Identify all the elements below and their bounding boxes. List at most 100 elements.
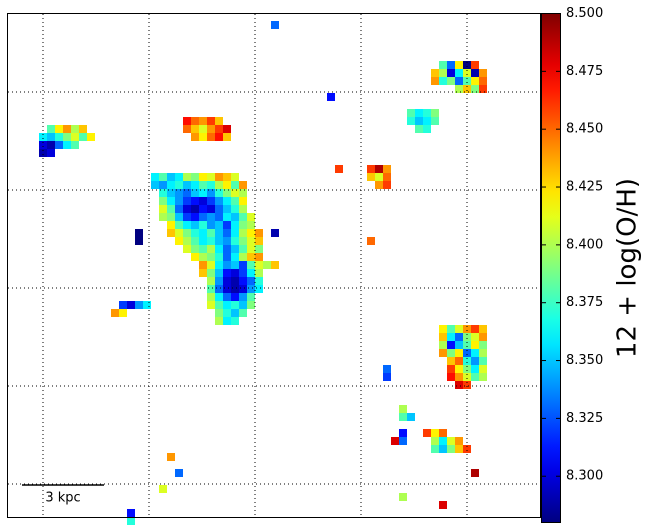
pixel [215,213,223,221]
pixel [431,437,439,445]
pixel [199,181,207,189]
pixel [239,253,247,261]
pixel [191,221,199,229]
pixel [207,237,215,245]
pixel [239,229,247,237]
pixel [455,341,463,349]
pixel [247,237,255,245]
pixel [247,221,255,229]
pixel [63,133,71,141]
pixel [439,445,447,453]
pixel [239,197,247,205]
pixel [239,189,247,197]
pixel [55,133,63,141]
pixel [191,237,199,245]
pixel [207,285,215,293]
grid [8,14,540,517]
pixel [231,253,239,261]
pixel [47,125,55,133]
pixel [439,333,447,341]
pixel [455,77,463,85]
pixel [175,237,183,245]
pixel [439,501,447,509]
pixel [191,229,199,237]
pixel [207,261,215,269]
pixel [223,317,231,325]
pixel [175,205,183,213]
colorbar-tick-label: 8.325 [566,411,603,426]
pixel [215,309,223,317]
pixel [247,261,255,269]
pixel [239,245,247,253]
pixel [375,165,383,173]
pixel [47,133,55,141]
pixel [399,413,407,421]
pixel [207,301,215,309]
pixel [223,237,231,245]
pixel [223,261,231,269]
pixel [271,21,279,29]
pixel [135,229,143,237]
pixel [455,69,463,77]
pixel [479,365,487,373]
pixel [255,245,263,253]
pixel [207,181,215,189]
pixel [215,261,223,269]
pixel [479,85,487,93]
pixel [199,205,207,213]
pixel [223,277,231,285]
pixel [167,229,175,237]
pixel [175,197,183,205]
pixel [167,181,175,189]
pixel [255,261,263,269]
pixel [479,77,487,85]
pixel [447,341,455,349]
pixel [471,341,479,349]
pixel [463,365,471,373]
pixel [471,69,479,77]
pixel [215,277,223,285]
pixel [239,309,247,317]
pixel [247,213,255,221]
pixel [479,325,487,333]
pixel [439,429,447,437]
pixel [399,429,407,437]
pixel [247,285,255,293]
pixel [167,189,175,197]
pixel [159,197,167,205]
pixel [39,133,47,141]
pixel [135,237,143,245]
pixel [455,325,463,333]
pixel [183,173,191,181]
pixel [463,325,471,333]
pixel [199,253,207,261]
colorbar-tick-label: 8.475 [566,64,603,79]
pixel [215,269,223,277]
pixel [111,309,119,317]
pixel [47,149,55,157]
pixel [247,253,255,261]
pixel [447,445,455,453]
pixel [183,189,191,197]
pixel [383,365,391,373]
pixel [447,61,455,69]
pixel [207,221,215,229]
pixel [463,445,471,453]
pixel [167,213,175,221]
pixel [215,181,223,189]
pixel [151,181,159,189]
pixel [463,333,471,341]
pixel [215,245,223,253]
pixel [255,237,263,245]
pixel [215,229,223,237]
colorbar-tick-label: 8.300 [566,469,603,484]
pixel [71,125,79,133]
pixel [215,133,223,141]
pixel [391,437,399,445]
pixel [223,125,231,133]
pixel [191,173,199,181]
pixel [183,117,191,125]
pixel [447,69,455,77]
pixel [471,365,479,373]
pixel [215,237,223,245]
